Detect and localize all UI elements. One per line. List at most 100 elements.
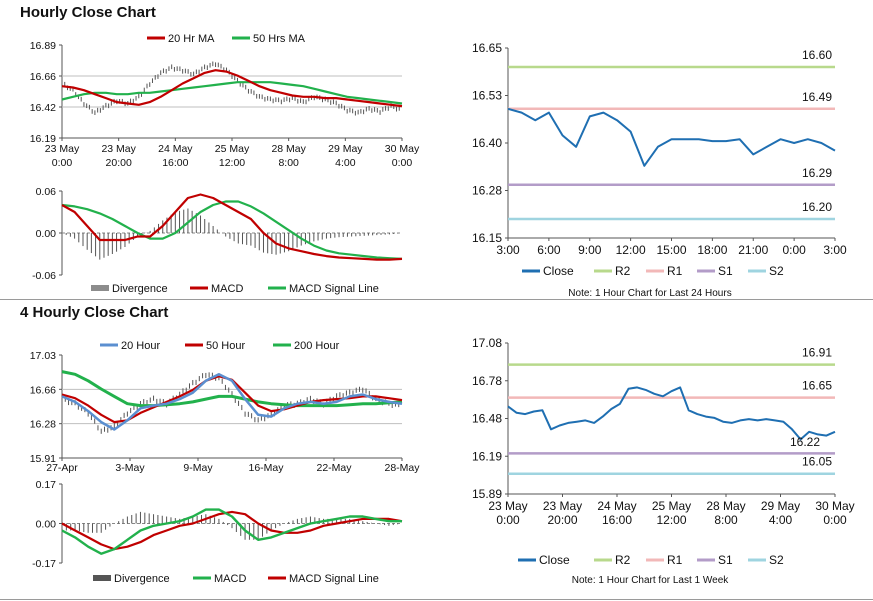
4h-levels-x-tick-label: 25 May <box>652 499 691 513</box>
hourly-macd-y-tick-label: -0.06 <box>32 270 56 282</box>
hourly-price-x-tick-label: 0:00 <box>392 157 413 169</box>
4h-last-close-label: 16.22 <box>790 435 820 449</box>
4h-levels-x-tick-label: 24 May <box>597 499 636 513</box>
hourly-ma20-line <box>61 69 403 108</box>
hourly-price-x-tick-label: 24 May <box>158 143 193 155</box>
4h-price-x-tick-label: 9-May <box>183 462 213 474</box>
hourly-price-x-tick-label: 29 May <box>328 143 363 155</box>
4h-price-y-tick-label: 16.66 <box>30 384 56 396</box>
4h-price-y-tick-label: 15.91 <box>30 453 56 465</box>
4h-macd-y-tick-label: 0.00 <box>36 519 57 531</box>
4h-legend-divergence-label: Divergence <box>114 573 170 585</box>
hourly-section-title: Hourly Close Chart <box>20 4 156 21</box>
4h-levels-x-tick-label: 29 May <box>761 499 800 513</box>
hourly-price-y-tick-label: 16.66 <box>30 71 56 83</box>
hourly-price-x-tick-label: 23 May <box>101 143 136 155</box>
hourly-levels-y-tick-label: 16.28 <box>472 184 502 198</box>
hourly-note: Note: 1 Hour Chart for Last 24 Hours <box>568 288 731 299</box>
4h-legend-50-label: 50 Hour <box>206 340 245 352</box>
hourly-levels-y-tick-label: 16.40 <box>472 136 502 150</box>
4h-levels-x-tick-label: 8:00 <box>714 513 738 527</box>
4h-legend-macd-label: MACD <box>214 573 246 585</box>
4h-levels-y-tick-label: 17.08 <box>472 336 502 350</box>
hourly-price-x-tick-label: 0:00 <box>52 157 73 169</box>
4h-levels-x-tick-label: 16:00 <box>602 513 632 527</box>
4h-legend-s1-label: S1 <box>718 553 733 567</box>
hourly-price-x-tick-label: 12:00 <box>219 157 245 169</box>
hourly-legend-macd-label: MACD <box>211 283 243 295</box>
hourly-price-x-tick-label: 20:00 <box>106 157 132 169</box>
hourly-legend-ma20-label: 20 Hr MA <box>168 33 215 45</box>
hourly-close-line <box>507 107 836 167</box>
hourly-macd-line <box>61 193 403 261</box>
hourly-level-s2-label: 16.20 <box>802 200 832 214</box>
hourly-level-r2-label: 16.60 <box>802 48 832 62</box>
section-divider <box>0 299 873 300</box>
hourly-legend-divergence-label: Divergence <box>112 283 168 295</box>
hourly-price-x-tick-label: 30 May <box>385 143 420 155</box>
4h-levels-y-tick-label: 16.78 <box>472 374 502 388</box>
4h-legend-200-label: 200 Hour <box>294 340 340 352</box>
four-hourly-section-title: 4 Hourly Close Chart <box>20 304 169 321</box>
hourly-macd-y-tick-label: 0.06 <box>36 186 57 198</box>
4h-levels-y-tick-label: 16.19 <box>472 449 502 463</box>
4h-levels-x-tick-label: 20:00 <box>547 513 577 527</box>
4h-levels-x-tick-label: 23 May <box>488 499 527 513</box>
4h-level-r2-label: 16.91 <box>802 346 832 360</box>
4h-macd-line <box>61 508 402 555</box>
4h-levels-y-tick-label: 16.48 <box>472 412 502 426</box>
hourly-price-y-tick-label: 16.42 <box>30 102 56 114</box>
hourly-price-x-tick-label: 4:00 <box>335 157 356 169</box>
4h-legend-divergence-swatch <box>93 575 111 581</box>
4h-levels-x-tick-label: 28 May <box>706 499 745 513</box>
4h-levels-x-tick-label: 0:00 <box>496 513 520 527</box>
4h-legend-s2-label: S2 <box>769 553 784 567</box>
hourly-macd-y-tick-label: 0.00 <box>36 228 57 240</box>
hourly-price-y-tick-label: 16.19 <box>30 133 56 145</box>
hourly-legend-ma50-label: 50 Hrs MA <box>253 33 306 45</box>
4h-price-y-tick-label: 16.28 <box>30 419 56 431</box>
hourly-price-x-tick-label: 8:00 <box>278 157 299 169</box>
bottom-divider <box>0 599 873 600</box>
4h-macd-y-tick-label: 0.17 <box>36 479 57 491</box>
hourly-price-x-tick-label: 28 May <box>271 143 306 155</box>
4h-levels-x-tick-label: 4:00 <box>769 513 793 527</box>
hourly-legend-signal-label: MACD Signal Line <box>289 283 379 295</box>
hourly-level-s1-label: 16.29 <box>802 166 832 180</box>
hourly-price-x-tick-label: 25 May <box>215 143 250 155</box>
hourly-levels-x-tick-label: 21:00 <box>738 243 768 257</box>
4h-note: Note: 1 Hour Chart for Last 1 Week <box>572 575 730 586</box>
4h-ma50-line <box>61 375 403 424</box>
hourly-price-y-tick-label: 16.89 <box>30 40 56 52</box>
4h-price-y-tick-label: 17.03 <box>30 350 56 362</box>
4h-price-bar-group <box>61 372 400 434</box>
hourly-levels-x-tick-label: 3:00 <box>496 243 520 257</box>
4h-price-x-tick-label: 3-May <box>115 462 145 474</box>
4h-legend-r1-label: R1 <box>667 553 683 567</box>
4h-level-r1-label: 16.65 <box>802 379 832 393</box>
4h-legend-r2-label: R2 <box>615 553 631 567</box>
hourly-divergence-bar-group <box>65 208 399 260</box>
hourly-price-x-tick-label: 23 May <box>45 143 80 155</box>
4h-ma20-line <box>61 373 403 431</box>
4h-legend-20-label: 20 Hour <box>121 340 160 352</box>
4h-levels-y-tick-label: 15.89 <box>472 487 502 501</box>
4h-levels-x-tick-label: 30 May <box>815 499 854 513</box>
4h-levels-x-tick-label: 0:00 <box>823 513 847 527</box>
hourly-legend-close-label: Close <box>543 264 574 278</box>
4h-macd-y-tick-label: -0.17 <box>32 558 56 570</box>
hourly-signal-line <box>61 200 403 260</box>
4h-price-x-tick-label: 27-Apr <box>46 462 78 474</box>
hourly-levels-x-tick-label: 15:00 <box>656 243 686 257</box>
hourly-levels-x-tick-label: 9:00 <box>578 243 602 257</box>
hourly-ma50-line <box>61 81 403 105</box>
4h-price-x-tick-label: 28-May <box>384 462 420 474</box>
4h-legend-close-label: Close <box>539 553 570 567</box>
hourly-legend-r2-label: R2 <box>615 264 631 278</box>
hourly-levels-x-tick-label: 0:00 <box>782 243 806 257</box>
hourly-levels-x-tick-label: 6:00 <box>537 243 561 257</box>
hourly-levels-y-tick-label: 16.65 <box>472 41 502 55</box>
hourly-levels-x-tick-label: 3:00 <box>823 243 847 257</box>
hourly-level-r1-label: 16.49 <box>802 90 832 104</box>
